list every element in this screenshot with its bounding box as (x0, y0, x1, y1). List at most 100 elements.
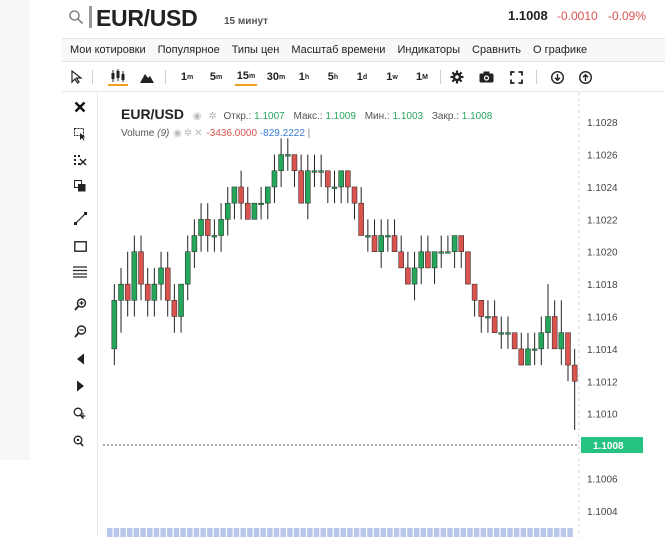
gear-icon[interactable]: ✲ (208, 111, 217, 122)
volume-bar (300, 528, 306, 537)
screenshot-button[interactable] (478, 68, 494, 86)
arrow-right-icon (76, 380, 84, 392)
candle-body (238, 186, 244, 204)
grid-magnet-button[interactable] (72, 152, 88, 168)
timeframe-15m[interactable]: 15 m (235, 68, 257, 86)
horizontal-lines-icon (73, 266, 87, 278)
scroll-left-button[interactable] (72, 351, 88, 367)
volume-bar (173, 528, 180, 537)
volume-bar (147, 528, 153, 537)
candle-body (471, 283, 478, 301)
zoom-out-icon (73, 324, 86, 338)
fibonacci-tool[interactable] (72, 264, 88, 280)
volume-bar (333, 528, 340, 537)
select-tool-button[interactable] (72, 126, 88, 142)
candle-body (345, 170, 351, 188)
trend-line-icon (73, 211, 87, 225)
zoom-reset-icon (73, 435, 84, 447)
volume-bar (240, 528, 246, 537)
volume-bar (493, 528, 500, 537)
chart-area[interactable]: 1.1028 1.1026 1.1024 1.1022 1.1020 1.1018 1.10… (99, 92, 665, 537)
menu-item-compare[interactable]: Сравнить (472, 44, 522, 56)
zoom-time-in-button[interactable] (72, 405, 88, 421)
menu-item-time-scale[interactable]: Масштаб времени (291, 44, 386, 56)
candle-body (491, 316, 498, 333)
fullscreen-button[interactable] (508, 68, 524, 86)
volume-bar (407, 528, 413, 537)
volume-bar (480, 528, 487, 537)
close-value: 1.1008 (461, 111, 493, 122)
low-label: Мин.: (364, 111, 390, 122)
area-type-button[interactable] (138, 68, 156, 86)
zoom-reset-button[interactable] (72, 433, 88, 449)
candle-body (305, 170, 311, 204)
cloud-upload-icon (578, 70, 592, 84)
trend-line-tool[interactable] (72, 210, 88, 226)
candle-body (111, 300, 118, 350)
volume-bar (267, 528, 273, 537)
high-value: 1.1009 (325, 111, 356, 122)
volume-bar (367, 528, 373, 537)
candles-type-button[interactable] (108, 68, 128, 86)
load-chart-button[interactable] (549, 68, 565, 86)
menu-item-price-types[interactable]: Типы цен (231, 44, 280, 56)
volume-bar (227, 528, 233, 537)
timeframe-30m[interactable]: 30 m (266, 71, 286, 83)
search-icon[interactable] (68, 9, 84, 25)
menu-item-my-quotes[interactable]: Мои котировки (70, 44, 146, 56)
candle-body (451, 235, 458, 252)
candle-body (538, 332, 545, 350)
volume-bar (380, 528, 386, 537)
toolbar-separator (92, 70, 93, 84)
last-price-tag (581, 437, 643, 454)
volume-bar (133, 528, 140, 537)
volume-bar (360, 528, 366, 537)
menu-item-about-chart[interactable]: О графике (533, 44, 588, 56)
eye-icon[interactable]: ◉ (192, 111, 202, 122)
candle-body (171, 300, 178, 317)
close-icon[interactable]: ✕ (194, 128, 203, 139)
price-change: -0.0010 (557, 9, 598, 23)
zoom-in-button[interactable] (72, 296, 88, 312)
close-label: Закр.: (431, 111, 459, 122)
volume-legend: Volume (9) ◉ ✲ ✕ -3436.0000 -829.2222 | (121, 128, 310, 139)
volume-value-1: -3436.0000 (206, 128, 258, 139)
candle-body (158, 267, 164, 285)
zoom-plus-icon (73, 407, 86, 419)
remove-drawings-button[interactable] (72, 99, 88, 115)
copy-drawing-button[interactable] (72, 178, 88, 194)
rectangle-tool[interactable] (72, 238, 88, 254)
low-value: 1.1003 (392, 111, 424, 122)
volume-bar (200, 528, 206, 537)
gear-icon[interactable]: ✲ (183, 128, 193, 139)
volume-bar (353, 528, 360, 537)
magnet-grid-icon (73, 154, 86, 165)
y-tick-label: 1.1026 (587, 151, 618, 162)
eye-icon[interactable]: ◉ (173, 128, 182, 139)
volume-bar (160, 528, 166, 537)
menu-item-indicators[interactable]: Индикаторы (397, 44, 460, 56)
candle-body (518, 348, 525, 366)
last-price-label: 1.1008 (593, 441, 624, 452)
candlestick-chart[interactable]: 1.1028 1.1026 1.1024 1.1022 1.1020 1.1018 1.10… (99, 92, 665, 537)
volume-bar (440, 528, 447, 537)
scroll-right-button[interactable] (72, 378, 88, 394)
volume-bar (387, 528, 393, 537)
settings-button[interactable] (449, 68, 465, 86)
y-tick-label: 1.1010 (587, 410, 618, 421)
y-tick-label: 1.1004 (587, 507, 618, 518)
ohlc-legend: EUR/USD ◉ ✲ Откр.: 1.1007 Макс.: 1.1009 … (121, 106, 498, 122)
cursor-tool-button[interactable] (70, 68, 84, 86)
candle-body (338, 170, 344, 188)
zoom-out-button[interactable] (72, 323, 88, 339)
save-chart-button[interactable] (577, 68, 593, 86)
menu-item-popular[interactable]: Популярное (157, 44, 220, 56)
